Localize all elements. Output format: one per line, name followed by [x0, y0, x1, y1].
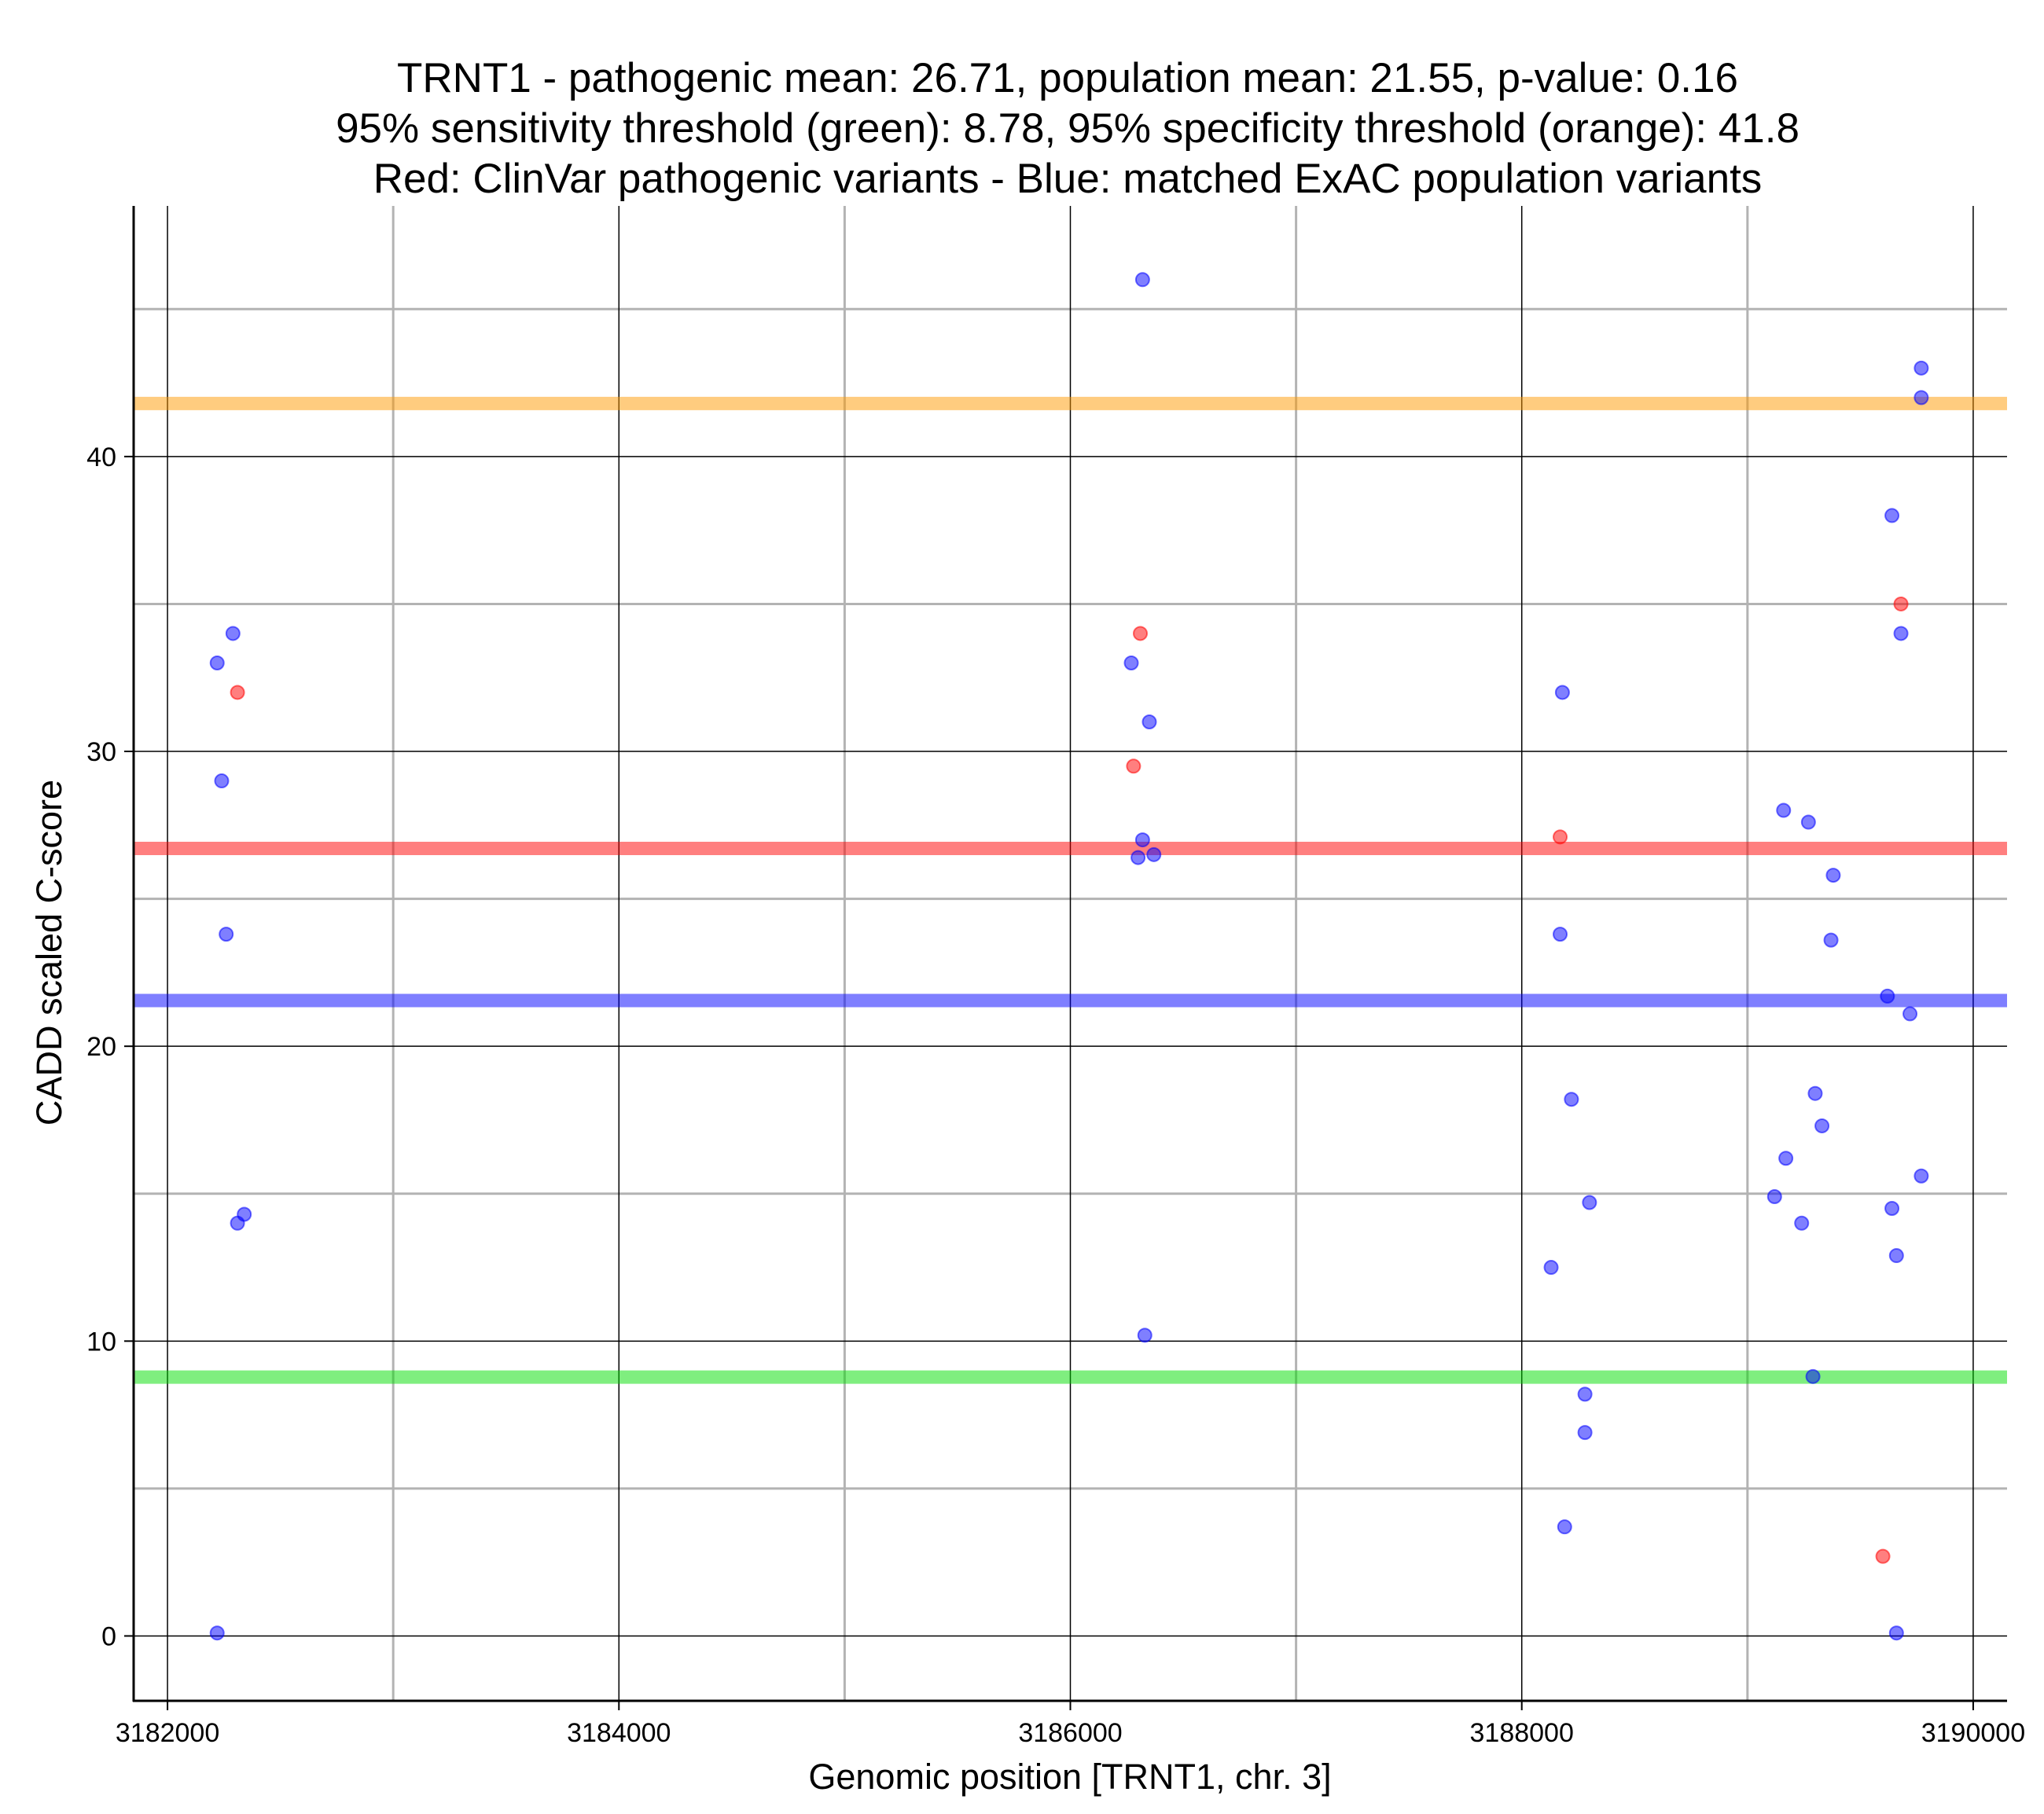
y-ticks: 0 10 20 30 40: [86, 442, 134, 1651]
population-point: [219, 927, 234, 942]
pathogenic-point: [230, 685, 245, 700]
population-point: [1134, 832, 1150, 848]
population-point: [1543, 1260, 1559, 1276]
pathogenic-point: [1875, 1548, 1891, 1564]
population-point: [1557, 1519, 1572, 1535]
population-point: [1564, 1092, 1579, 1107]
population-point: [225, 626, 241, 641]
y-tick-label: 10: [86, 1327, 116, 1357]
population-point: [1893, 626, 1909, 641]
x-tick-label: 3190000: [1921, 1718, 2025, 1748]
population-point: [1577, 1386, 1593, 1402]
title-line-2: 95% sensitivity threshold (green): 8.78,…: [336, 105, 1800, 152]
population-point: [1902, 1006, 1918, 1022]
population-point: [1880, 988, 1895, 1004]
pathogenic-point: [1133, 626, 1149, 641]
data-points: [209, 272, 1929, 1641]
population-point: [1884, 1201, 1900, 1217]
population-point: [1805, 1368, 1821, 1384]
pathogenic-point: [1126, 758, 1141, 774]
population-point: [1794, 1215, 1810, 1231]
title-line-1: TRNT1 - pathogenic mean: 26.71, populati…: [397, 55, 1738, 101]
pathogenic-point: [1553, 829, 1568, 845]
population-point: [1553, 927, 1568, 942]
population-point: [1888, 1248, 1904, 1264]
chart-title: TRNT1 - pathogenic mean: 26.71, populati…: [336, 55, 1800, 202]
population-point: [1913, 390, 1929, 406]
population-point: [1913, 360, 1929, 376]
y-tick-label: 40: [86, 442, 116, 472]
population-point: [230, 1215, 245, 1231]
y-axis-title: CADD scaled C-score: [29, 780, 69, 1125]
y-tick-label: 20: [86, 1032, 116, 1062]
x-ticks: 3182000 3184000 3186000 3188000 3190000: [116, 1701, 2025, 1748]
population-point: [1776, 802, 1792, 818]
x-tick-label: 3182000: [116, 1718, 219, 1748]
x-tick-label: 3188000: [1470, 1718, 1574, 1748]
pathogenic-point: [1893, 596, 1909, 611]
population-point: [1913, 1168, 1929, 1184]
population-point: [1134, 272, 1150, 288]
x-axis-title: Genomic position [TRNT1, chr. 3]: [808, 1757, 1331, 1797]
x-tick-label: 3184000: [567, 1718, 671, 1748]
population-point: [1130, 850, 1146, 865]
population-point: [1888, 1625, 1904, 1641]
population-point: [1766, 1188, 1782, 1204]
population-point: [1554, 685, 1570, 700]
population-point: [1825, 868, 1841, 883]
population-point: [1823, 932, 1839, 948]
population-point: [1146, 846, 1162, 862]
population-point: [1141, 714, 1157, 730]
population-point: [214, 773, 230, 789]
population-point: [1800, 814, 1816, 830]
population-point: [209, 1625, 225, 1641]
y-tick-label: 0: [101, 1621, 116, 1651]
population-point: [1582, 1195, 1597, 1210]
title-line-3: Red: ClinVar pathogenic variants - Blue:…: [373, 156, 1763, 202]
population-point: [1137, 1327, 1153, 1343]
population-point: [1884, 508, 1900, 523]
x-tick-label: 3186000: [1018, 1718, 1122, 1748]
y-tick-label: 30: [86, 737, 116, 767]
population-point: [1807, 1085, 1823, 1101]
population-point: [209, 655, 225, 670]
population-point: [1577, 1425, 1593, 1441]
population-point: [1814, 1118, 1830, 1133]
grid: [134, 206, 2007, 1701]
population-point: [1123, 655, 1139, 670]
population-point: [1778, 1151, 1794, 1166]
reference-lines: [134, 396, 2007, 1384]
